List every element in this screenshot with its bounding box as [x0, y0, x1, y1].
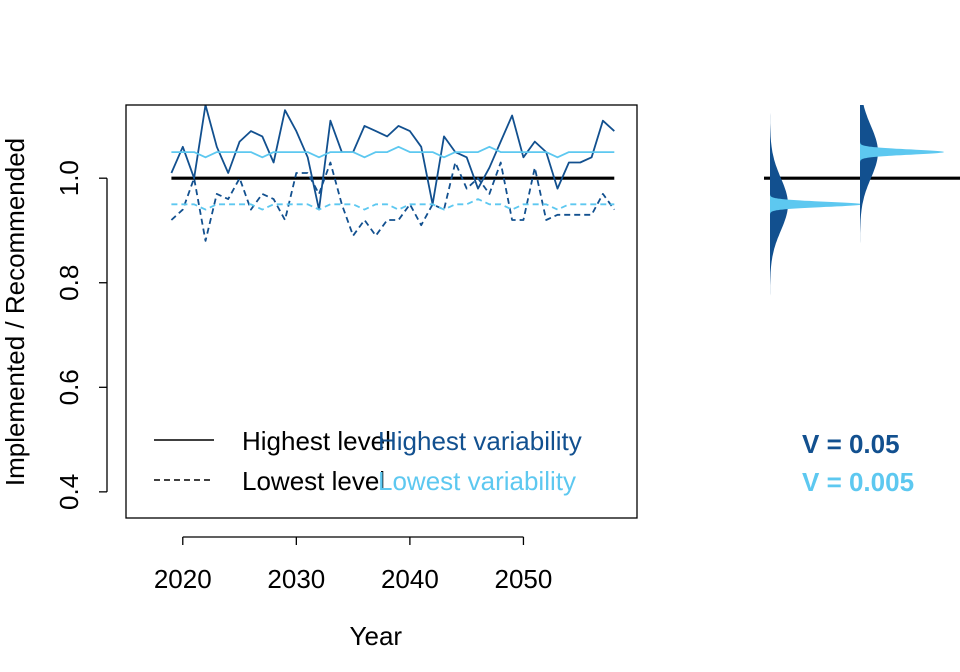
legend: Highest level Lowest level Highest variabi…	[154, 426, 582, 496]
v-label-1: V = 0.05	[802, 429, 900, 459]
axes: 2020 2030 2040 2050 Year 0.4 0.6 0.8 1.0 Implemen…	[0, 104, 638, 651]
series-line-3	[171, 145, 615, 159]
y-axis-title: Implemented / Recommended	[0, 138, 30, 486]
x-tick-label: 2040	[381, 564, 439, 594]
distribution-low-2	[860, 141, 944, 163]
v-labels: V = 0.05 V = 0.005	[802, 429, 914, 497]
distribution-high-2	[860, 105, 878, 257]
legend-label-variability-1: Highest variability	[378, 426, 582, 456]
distribution-panel	[764, 105, 960, 309]
y-tick-label: 0.6	[54, 369, 84, 405]
distribution-low-1	[770, 193, 862, 215]
y-tick-label: 0.4	[54, 474, 84, 510]
y-tick-label: 1.0	[54, 160, 84, 196]
legend-label-level-2: Lowest level	[242, 466, 385, 496]
legend-label-variability-2: Lowest variability	[378, 466, 576, 496]
series-line-4	[171, 198, 615, 211]
x-tick-label: 2020	[154, 564, 212, 594]
legend-label-level-1: Highest level	[242, 426, 391, 456]
y-tick-label: 0.8	[54, 265, 84, 301]
plot-frame	[125, 104, 638, 519]
x-tick-label: 2030	[267, 564, 325, 594]
x-tick-label: 2050	[495, 564, 553, 594]
x-axis-title: Year	[350, 621, 403, 651]
series-line-1	[170, 105, 615, 211]
v-label-2: V = 0.005	[802, 467, 914, 497]
series-layer	[170, 105, 616, 242]
series-line-2	[170, 161, 616, 242]
